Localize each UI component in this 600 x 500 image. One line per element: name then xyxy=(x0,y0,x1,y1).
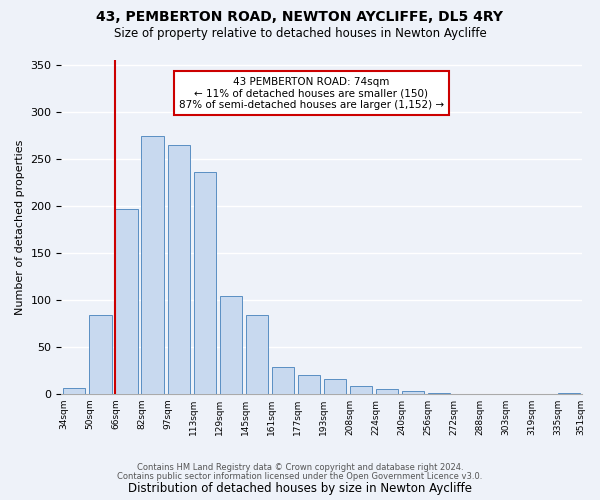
Bar xyxy=(245,315,268,394)
Text: Contains HM Land Registry data © Crown copyright and database right 2024.: Contains HM Land Registry data © Crown c… xyxy=(137,464,463,472)
Bar xyxy=(428,393,450,394)
Text: 43, PEMBERTON ROAD, NEWTON AYCLIFFE, DL5 4RY: 43, PEMBERTON ROAD, NEWTON AYCLIFFE, DL5… xyxy=(97,10,503,24)
Bar xyxy=(324,378,346,394)
Text: Distribution of detached houses by size in Newton Aycliffe: Distribution of detached houses by size … xyxy=(128,482,472,495)
Bar xyxy=(272,368,294,394)
Bar xyxy=(376,389,398,394)
Text: 43 PEMBERTON ROAD: 74sqm
← 11% of detached houses are smaller (150)
87% of semi-: 43 PEMBERTON ROAD: 74sqm ← 11% of detach… xyxy=(179,76,444,110)
Bar xyxy=(402,391,424,394)
Bar xyxy=(89,315,112,394)
Bar xyxy=(142,136,164,394)
Bar xyxy=(220,296,242,394)
Bar xyxy=(298,375,320,394)
Bar xyxy=(194,172,216,394)
Text: Size of property relative to detached houses in Newton Aycliffe: Size of property relative to detached ho… xyxy=(113,28,487,40)
Bar xyxy=(115,210,137,394)
Text: Contains public sector information licensed under the Open Government Licence v3: Contains public sector information licen… xyxy=(118,472,482,481)
Bar xyxy=(167,144,190,394)
Bar xyxy=(350,386,372,394)
Y-axis label: Number of detached properties: Number of detached properties xyxy=(15,139,25,314)
Bar xyxy=(558,393,580,394)
Bar xyxy=(64,388,85,394)
